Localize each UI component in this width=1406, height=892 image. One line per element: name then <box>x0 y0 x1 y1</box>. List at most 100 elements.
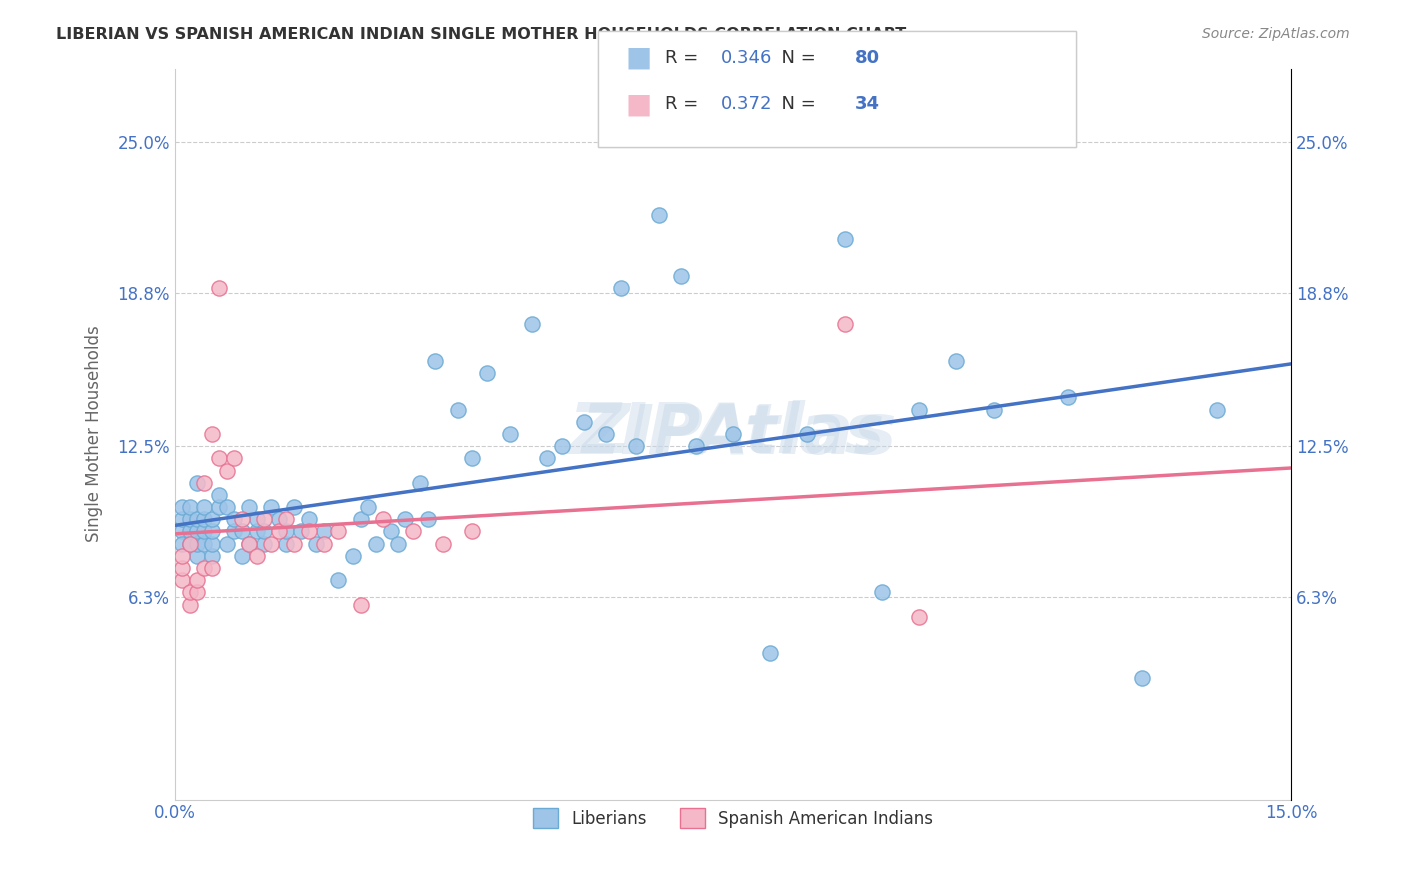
Text: ZIPAtlas: ZIPAtlas <box>569 400 897 468</box>
Point <box>908 402 931 417</box>
Point <box>208 488 231 502</box>
Point <box>276 536 298 550</box>
Point <box>186 524 208 539</box>
Point <box>186 475 208 490</box>
Point <box>432 536 454 550</box>
Point <box>172 512 194 526</box>
Point <box>834 318 856 332</box>
Point <box>357 500 380 515</box>
Point <box>193 561 215 575</box>
Point <box>983 402 1005 417</box>
Point <box>193 512 215 526</box>
Point <box>172 549 194 563</box>
Point <box>253 524 276 539</box>
Text: Source: ZipAtlas.com: Source: ZipAtlas.com <box>1202 27 1350 41</box>
Point <box>201 536 224 550</box>
Point <box>179 585 201 599</box>
Point <box>796 427 818 442</box>
Point <box>245 524 267 539</box>
Point <box>224 512 246 526</box>
Point <box>186 536 208 550</box>
Point <box>201 561 224 575</box>
Point <box>172 561 194 575</box>
Point <box>380 524 402 539</box>
Point <box>215 464 238 478</box>
Point <box>610 281 633 295</box>
Text: N =: N = <box>770 95 823 113</box>
Point <box>328 573 350 587</box>
Text: 0.372: 0.372 <box>721 95 773 113</box>
Point <box>290 524 312 539</box>
Point <box>172 536 194 550</box>
Point <box>245 512 267 526</box>
Point <box>461 524 484 539</box>
Point <box>186 549 208 563</box>
Point <box>298 524 321 539</box>
Point <box>520 318 543 332</box>
Point <box>172 500 194 515</box>
Point <box>238 536 260 550</box>
Point <box>536 451 558 466</box>
Point <box>245 549 267 563</box>
Point <box>193 500 215 515</box>
Point <box>402 524 425 539</box>
Point <box>498 427 520 442</box>
Point <box>215 500 238 515</box>
Legend: Liberians, Spanish American Indians: Liberians, Spanish American Indians <box>526 801 941 835</box>
Point <box>208 500 231 515</box>
Point <box>283 536 305 550</box>
Point <box>312 524 335 539</box>
Point <box>759 646 782 660</box>
Point <box>179 536 201 550</box>
Point <box>186 573 208 587</box>
Point <box>945 354 967 368</box>
Point <box>350 512 373 526</box>
Point <box>276 524 298 539</box>
Point <box>193 475 215 490</box>
Point <box>260 536 283 550</box>
Point <box>870 585 893 599</box>
Point <box>461 451 484 466</box>
Point <box>328 524 350 539</box>
Point <box>253 536 276 550</box>
Point <box>350 598 373 612</box>
Text: 80: 80 <box>855 49 880 67</box>
Point <box>186 512 208 526</box>
Text: R =: R = <box>665 95 704 113</box>
Point <box>595 427 617 442</box>
Text: R =: R = <box>665 49 704 67</box>
Text: ZIPAtlas: ZIPAtlas <box>582 401 884 467</box>
Point <box>425 354 447 368</box>
Point <box>626 439 648 453</box>
Point <box>186 585 208 599</box>
Point <box>179 524 201 539</box>
Text: LIBERIAN VS SPANISH AMERICAN INDIAN SINGLE MOTHER HOUSEHOLDS CORRELATION CHART: LIBERIAN VS SPANISH AMERICAN INDIAN SING… <box>56 27 907 42</box>
Point <box>267 524 290 539</box>
Point <box>283 500 305 515</box>
Point <box>409 475 432 490</box>
Point <box>193 536 215 550</box>
Point <box>172 573 194 587</box>
Point <box>260 500 283 515</box>
Point <box>179 536 201 550</box>
Point <box>721 427 744 442</box>
Point <box>201 549 224 563</box>
Text: 0.346: 0.346 <box>721 49 773 67</box>
Point <box>416 512 439 526</box>
Text: ■: ■ <box>626 90 652 119</box>
Point <box>201 512 224 526</box>
Point <box>364 536 387 550</box>
Point <box>446 402 468 417</box>
Y-axis label: Single Mother Households: Single Mother Households <box>86 326 103 542</box>
Point <box>572 415 595 429</box>
Point <box>647 208 669 222</box>
Point <box>215 536 238 550</box>
Point <box>193 524 215 539</box>
Point <box>238 500 260 515</box>
Point <box>231 524 253 539</box>
Point <box>371 512 394 526</box>
Point <box>208 281 231 295</box>
Point <box>201 524 224 539</box>
Point <box>231 549 253 563</box>
Point <box>1132 671 1154 685</box>
